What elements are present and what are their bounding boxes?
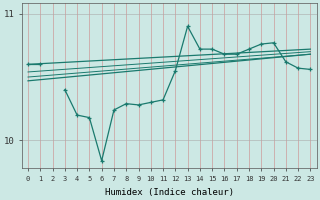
X-axis label: Humidex (Indice chaleur): Humidex (Indice chaleur) [105, 188, 234, 197]
